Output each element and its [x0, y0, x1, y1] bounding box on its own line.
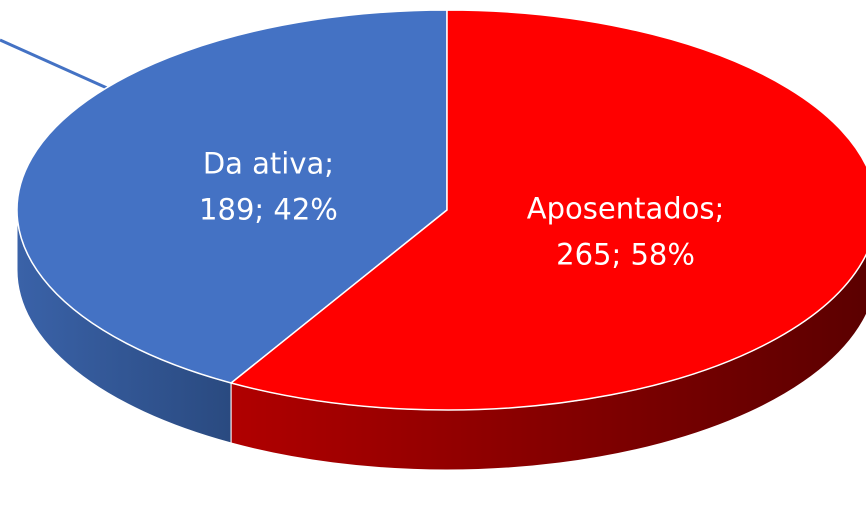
data-label: Da ativa;	[203, 147, 334, 181]
data-label: 265; 58%	[556, 237, 695, 271]
slice	[16, 9, 448, 384]
slice	[229, 9, 866, 411]
data-label: Aposentados;	[527, 191, 725, 225]
data-label: 189; 42%	[199, 193, 338, 227]
leader-line	[0, 38, 108, 90]
